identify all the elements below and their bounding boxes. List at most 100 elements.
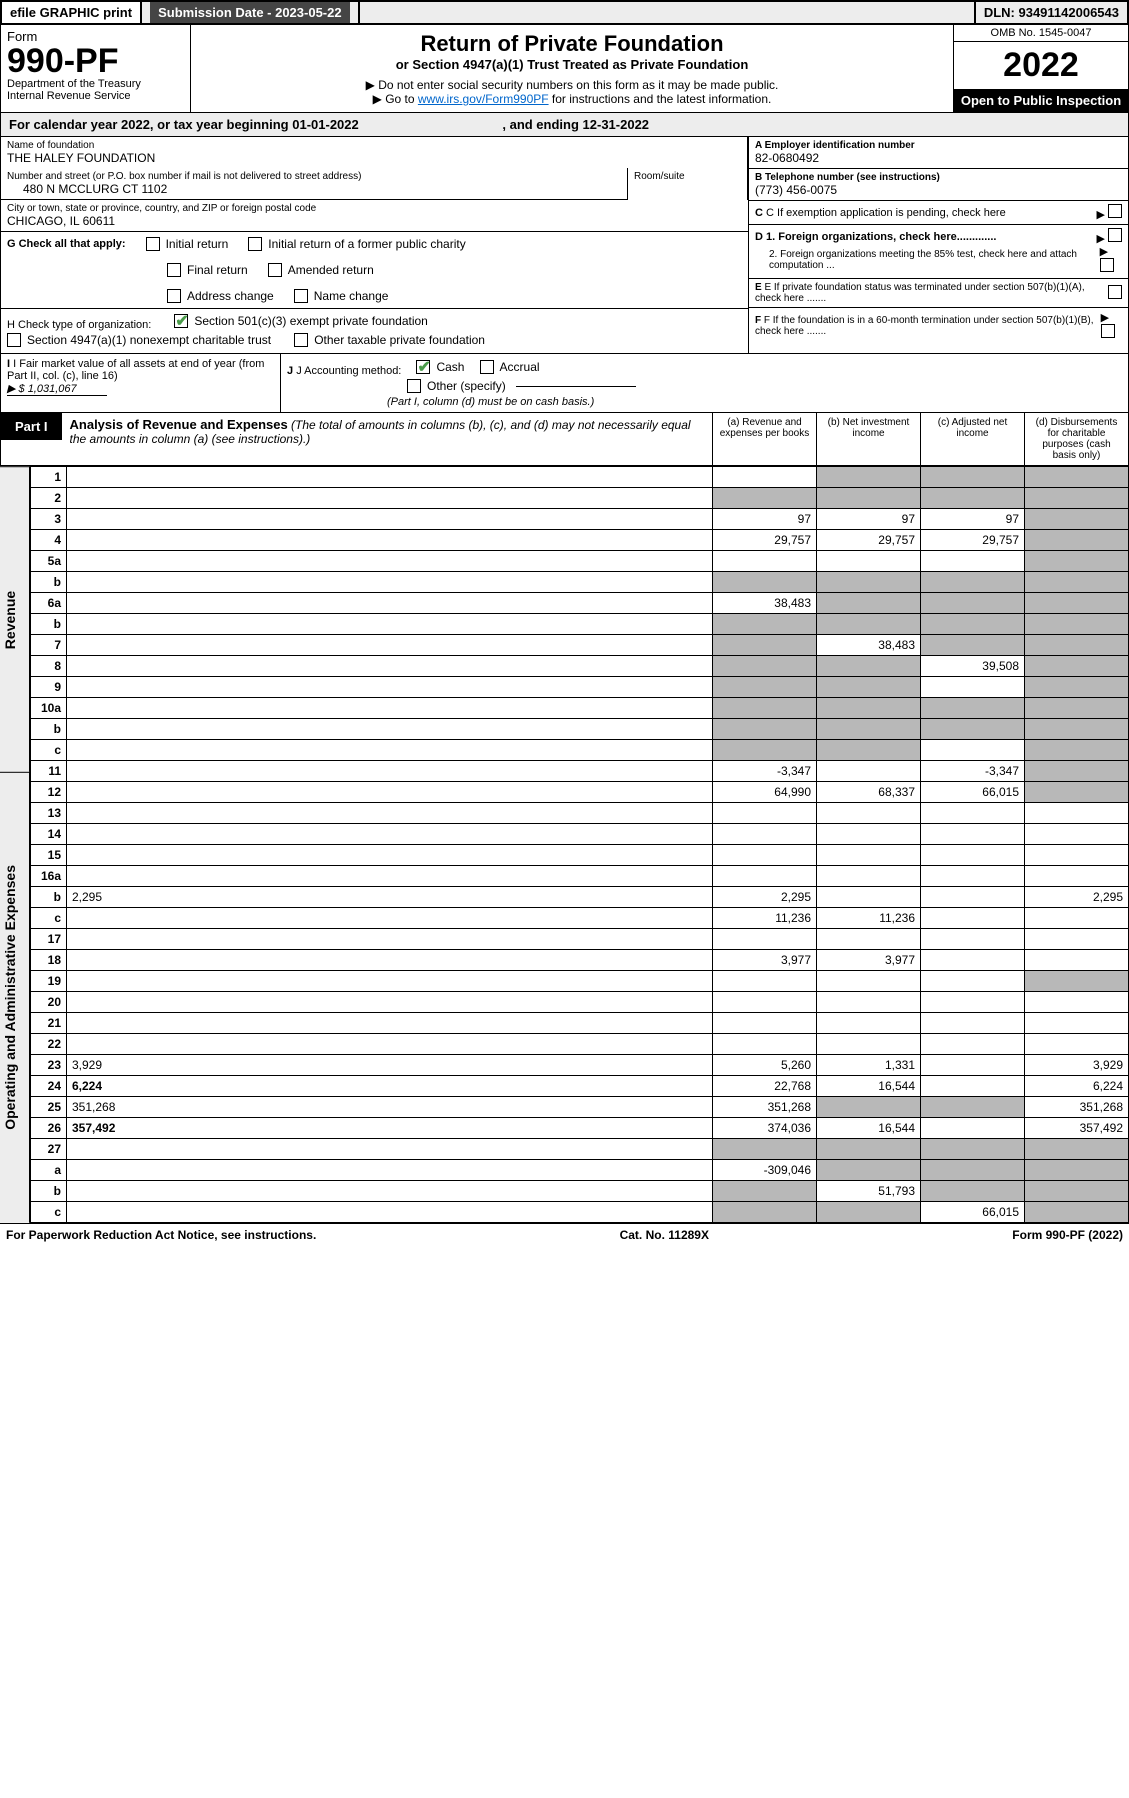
- table-row: 11-3,347-3,347: [31, 761, 1129, 782]
- checkbox-final[interactable]: [167, 263, 181, 277]
- checkbox-e[interactable]: [1108, 285, 1122, 299]
- line-number: 20: [31, 992, 67, 1013]
- line-desc: [67, 1013, 713, 1034]
- cell-a: [713, 740, 817, 761]
- cell-a: [713, 1202, 817, 1223]
- line-desc: [67, 1034, 713, 1055]
- line-desc: [67, 635, 713, 656]
- col-d-header: (d) Disbursements for charitable purpose…: [1024, 413, 1128, 465]
- info-section: Name of foundation THE HALEY FOUNDATION …: [0, 137, 1129, 354]
- cell-a: [713, 572, 817, 593]
- table-row: 14: [31, 824, 1129, 845]
- checkbox-initial[interactable]: [146, 237, 160, 251]
- cell-c: [921, 467, 1025, 488]
- submission-date: Submission Date - 2023-05-22: [142, 2, 360, 23]
- line-number: 5a: [31, 551, 67, 572]
- cell-c: [921, 488, 1025, 509]
- cell-d: [1025, 845, 1129, 866]
- line-number: 6a: [31, 593, 67, 614]
- checkbox-501c3[interactable]: [174, 314, 188, 328]
- checkbox-other-taxable[interactable]: [294, 333, 308, 347]
- line-number: 9: [31, 677, 67, 698]
- cell-b: 16,544: [817, 1118, 921, 1139]
- cell-d: [1025, 866, 1129, 887]
- cell-b: [817, 1097, 921, 1118]
- cell-a: 29,757: [713, 530, 817, 551]
- cell-b: [817, 698, 921, 719]
- line-number: 22: [31, 1034, 67, 1055]
- line-number: b: [31, 887, 67, 908]
- checkbox-name-change[interactable]: [294, 289, 308, 303]
- cell-b: [817, 803, 921, 824]
- line-desc: [67, 467, 713, 488]
- cell-b: 97: [817, 509, 921, 530]
- side-revenue: Revenue: [0, 466, 30, 772]
- cell-b: [817, 1139, 921, 1160]
- cell-c: [921, 1160, 1025, 1181]
- cell-a: [713, 635, 817, 656]
- cell-a: [713, 971, 817, 992]
- checkbox-amended[interactable]: [268, 263, 282, 277]
- checkbox-4947[interactable]: [7, 333, 21, 347]
- city-state-zip: CHICAGO, IL 60611: [7, 214, 742, 228]
- checkbox-initial-former[interactable]: [248, 237, 262, 251]
- line-number: 4: [31, 530, 67, 551]
- line-desc: [67, 677, 713, 698]
- line-number: 1: [31, 467, 67, 488]
- line-desc: [67, 1160, 713, 1181]
- cell-d: [1025, 992, 1129, 1013]
- line-desc: [67, 1181, 713, 1202]
- cell-d: [1025, 929, 1129, 950]
- checkbox-d2[interactable]: [1100, 258, 1114, 272]
- checkbox-c[interactable]: [1108, 204, 1122, 218]
- cell-b: 29,757: [817, 530, 921, 551]
- cell-d: [1025, 1013, 1129, 1034]
- line-number: 26: [31, 1118, 67, 1139]
- form-title: Return of Private Foundation: [201, 31, 943, 57]
- checkbox-other-method[interactable]: [407, 379, 421, 393]
- ein: 82-0680492: [755, 151, 1122, 165]
- cell-d: 6,224: [1025, 1076, 1129, 1097]
- line-number: b: [31, 1181, 67, 1202]
- header-center: Return of Private Foundation or Section …: [191, 25, 953, 112]
- cell-b: [817, 824, 921, 845]
- cell-c: [921, 551, 1025, 572]
- cell-b: [817, 614, 921, 635]
- irs-link[interactable]: www.irs.gov/Form990PF: [418, 92, 549, 106]
- calendar-year: For calendar year 2022, or tax year begi…: [0, 113, 1129, 137]
- table-row: 17: [31, 929, 1129, 950]
- cell-c: 66,015: [921, 1202, 1025, 1223]
- checkbox-d1[interactable]: [1108, 228, 1122, 242]
- checkbox-accrual[interactable]: [480, 360, 494, 374]
- line-number: c: [31, 1202, 67, 1223]
- cell-b: [817, 719, 921, 740]
- table-row: 738,483: [31, 635, 1129, 656]
- table-row: 183,9773,977: [31, 950, 1129, 971]
- cell-c: [921, 1181, 1025, 1202]
- cell-c: -3,347: [921, 761, 1025, 782]
- table-row: 16a: [31, 866, 1129, 887]
- checkbox-addr-change[interactable]: [167, 289, 181, 303]
- table-row: 2: [31, 488, 1129, 509]
- cell-d: [1025, 1160, 1129, 1181]
- cell-b: [817, 677, 921, 698]
- top-bar: efile GRAPHIC print Submission Date - 20…: [0, 0, 1129, 25]
- omb-number: OMB No. 1545-0047: [954, 25, 1128, 42]
- cell-b: [817, 971, 921, 992]
- line-number: b: [31, 572, 67, 593]
- checkbox-cash[interactable]: [416, 360, 430, 374]
- cell-c: 39,508: [921, 656, 1025, 677]
- checkbox-f[interactable]: [1101, 324, 1115, 338]
- line-desc: [67, 824, 713, 845]
- cell-b: [817, 1202, 921, 1223]
- address: 480 N MCCLURG CT 1102: [7, 182, 621, 196]
- cell-c: [921, 614, 1025, 635]
- cell-a: [713, 551, 817, 572]
- page-footer: For Paperwork Reduction Act Notice, see …: [0, 1223, 1129, 1246]
- cell-d: [1025, 656, 1129, 677]
- open-public: Open to Public Inspection: [954, 89, 1128, 112]
- form-number: 990-PF: [7, 44, 184, 78]
- cell-b: [817, 1160, 921, 1181]
- line-desc: [67, 551, 713, 572]
- line-number: 13: [31, 803, 67, 824]
